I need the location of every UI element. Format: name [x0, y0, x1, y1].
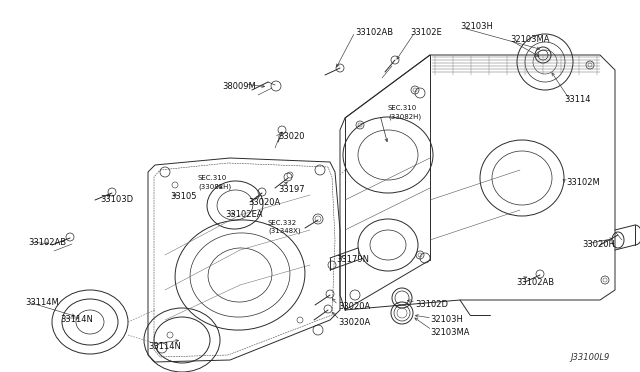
Text: 38009M: 38009M [222, 82, 256, 91]
Text: (33082H): (33082H) [198, 183, 231, 189]
Text: 33102AB: 33102AB [516, 278, 554, 287]
Text: 33020H: 33020H [582, 240, 615, 249]
Text: 33179N: 33179N [336, 255, 369, 264]
Text: 32103MA: 32103MA [510, 35, 550, 44]
Text: 33020A: 33020A [338, 318, 371, 327]
Text: J33100L9: J33100L9 [570, 353, 609, 362]
Text: SEC.332: SEC.332 [268, 220, 297, 226]
Text: 33102M: 33102M [566, 178, 600, 187]
Text: 33114N: 33114N [60, 315, 93, 324]
Text: 33102AB: 33102AB [355, 28, 393, 37]
Text: 32103H: 32103H [430, 315, 463, 324]
Text: 33197: 33197 [278, 185, 305, 194]
Text: 33114N: 33114N [148, 342, 181, 351]
Text: (33082H): (33082H) [388, 113, 421, 119]
Text: SEC.310: SEC.310 [198, 175, 227, 181]
Text: 32103H: 32103H [460, 22, 493, 31]
Text: 33020A: 33020A [248, 198, 280, 207]
Text: 33105: 33105 [170, 192, 196, 201]
Text: 33102E: 33102E [410, 28, 442, 37]
Text: 33114: 33114 [564, 95, 591, 104]
Text: 33114M: 33114M [25, 298, 59, 307]
Text: SEC.310: SEC.310 [388, 105, 417, 111]
Text: 33102D: 33102D [415, 300, 448, 309]
Text: (31348X): (31348X) [268, 228, 301, 234]
Text: 33020: 33020 [278, 132, 305, 141]
Text: 33103D: 33103D [100, 195, 133, 204]
Text: 32103MA: 32103MA [430, 328, 470, 337]
Text: 33102AB: 33102AB [28, 238, 66, 247]
Text: 33102EA: 33102EA [225, 210, 262, 219]
Text: 33020A: 33020A [338, 302, 371, 311]
